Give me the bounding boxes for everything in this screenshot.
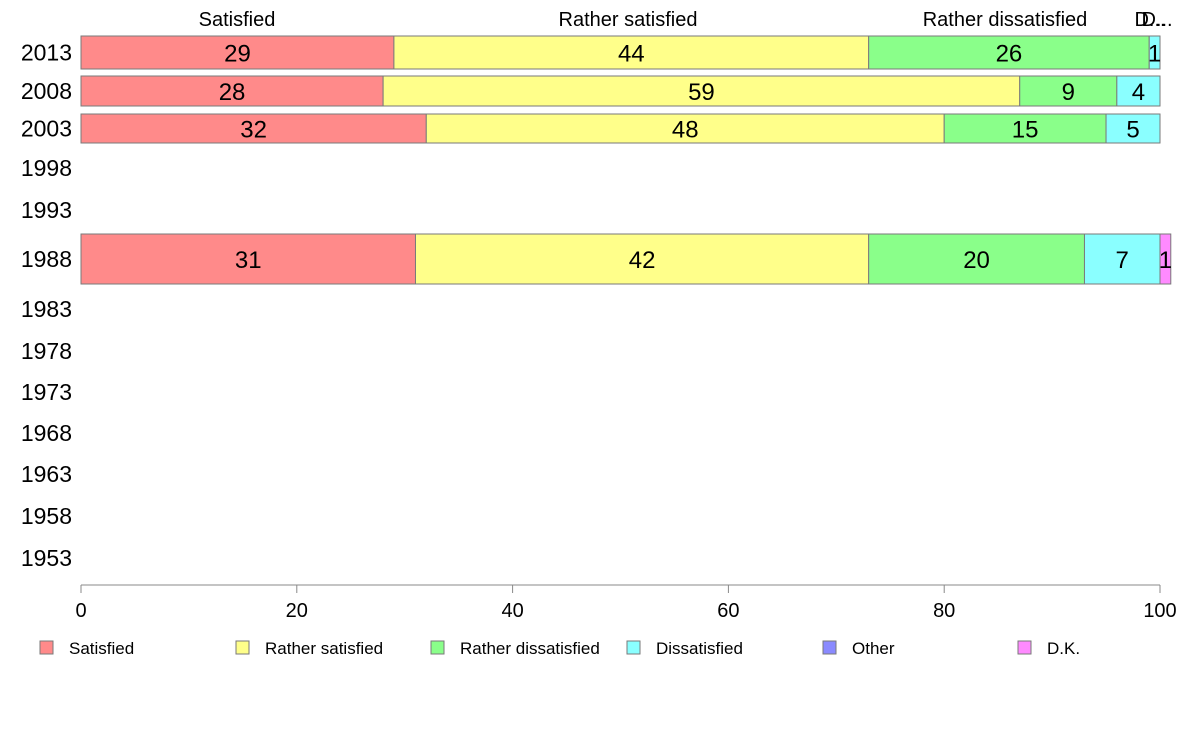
bar-value-label: 29 — [224, 41, 251, 68]
legend-label: D.K. — [1047, 639, 1080, 658]
y-tick-label: 2013 — [21, 40, 72, 66]
top-label: Rather satisfied — [559, 9, 698, 31]
bar-segment — [868, 233, 1085, 285]
bar-segment — [80, 233, 416, 285]
bar-value-label: 1 — [1159, 247, 1172, 274]
bar-segment — [1105, 113, 1161, 144]
bar-segment — [1159, 233, 1172, 285]
bar-value-label: 20 — [963, 247, 990, 274]
legend-label: Rather dissatisfied — [460, 639, 600, 658]
bar-value-label: 28 — [219, 79, 246, 106]
x-axis: 0 20 40 60 80 100 — [75, 584, 1177, 622]
legend: Satisfied Rather satisfied Rather dissatis… — [39, 639, 1080, 658]
bar-segment — [80, 113, 427, 144]
bar-value-label: 44 — [618, 41, 645, 68]
bar-value-label: 1 — [1148, 41, 1161, 68]
legend-swatch — [430, 640, 445, 655]
bar-value-label: 59 — [688, 79, 715, 106]
x-tick-label: 0 — [75, 600, 86, 622]
y-tick-label: 1968 — [21, 420, 72, 446]
bar-value-label: 7 — [1116, 247, 1129, 274]
bar-value-label: 15 — [1012, 117, 1039, 144]
y-tick-label: 2003 — [21, 116, 72, 142]
top-label: D... — [1141, 9, 1172, 31]
top-label: D... — [1134, 9, 1165, 31]
bar-segment — [80, 75, 384, 107]
legend-swatch — [626, 640, 641, 655]
stacked-bars: 29 44 26 1 28 59 9 4 32 48 15 5 31 42 20 7 1 — [80, 35, 1172, 285]
y-tick-label: 1993 — [21, 197, 72, 223]
top-label: Satisfied — [199, 9, 276, 31]
bar-value-label: 48 — [672, 117, 699, 144]
legend-label: Rather satisfied — [265, 639, 383, 658]
x-tick-label: 100 — [1143, 600, 1176, 622]
legend-swatch — [822, 640, 837, 655]
bar-value-label: 42 — [629, 247, 656, 274]
bar-segment — [1019, 75, 1118, 107]
legend-label: Dissatisfied — [656, 639, 743, 658]
y-tick-label: 1953 — [21, 545, 72, 571]
legend-swatch — [235, 640, 250, 655]
bar-segment — [414, 233, 870, 285]
bar-segment — [425, 113, 945, 144]
top-category-labels: Satisfied Rather satisfied Rather dissatis… — [199, 9, 1173, 31]
x-tick-label: 60 — [717, 600, 739, 622]
y-tick-label: 1998 — [21, 155, 72, 181]
x-tick-label: 80 — [933, 600, 955, 622]
y-tick-label: 1983 — [21, 296, 72, 322]
bar-segment — [382, 75, 1021, 107]
bar-value-label: 31 — [235, 247, 262, 274]
y-tick-label: 1988 — [21, 246, 72, 272]
legend-swatch — [1017, 640, 1032, 655]
y-tick-label: 1963 — [21, 461, 72, 487]
bar-value-label: 26 — [996, 41, 1023, 68]
y-tick-label: 1973 — [21, 379, 72, 405]
y-axis-labels: 2013 2008 2003 1998 1993 1988 1983 1978 1973 1968… — [21, 40, 72, 572]
bar-value-label: 4 — [1132, 79, 1145, 106]
x-tick-label: 40 — [501, 600, 523, 622]
legend-label: Other — [852, 639, 895, 658]
bar-value-label: 32 — [240, 117, 267, 144]
bar-value-label: 9 — [1062, 79, 1075, 106]
legend-swatch — [39, 640, 54, 655]
top-label: Rather dissatisfied — [923, 9, 1088, 31]
y-tick-label: 1978 — [21, 338, 72, 364]
legend-label: Satisfied — [69, 639, 134, 658]
x-tick-label: 20 — [286, 600, 308, 622]
bar-segment — [393, 35, 870, 70]
bar-value-label: 5 — [1126, 117, 1139, 144]
y-tick-label: 2008 — [21, 78, 72, 104]
y-tick-label: 1958 — [21, 503, 72, 529]
bar-segment — [1083, 233, 1161, 285]
bar-segment — [1148, 35, 1161, 70]
bar-segment — [1116, 75, 1161, 107]
